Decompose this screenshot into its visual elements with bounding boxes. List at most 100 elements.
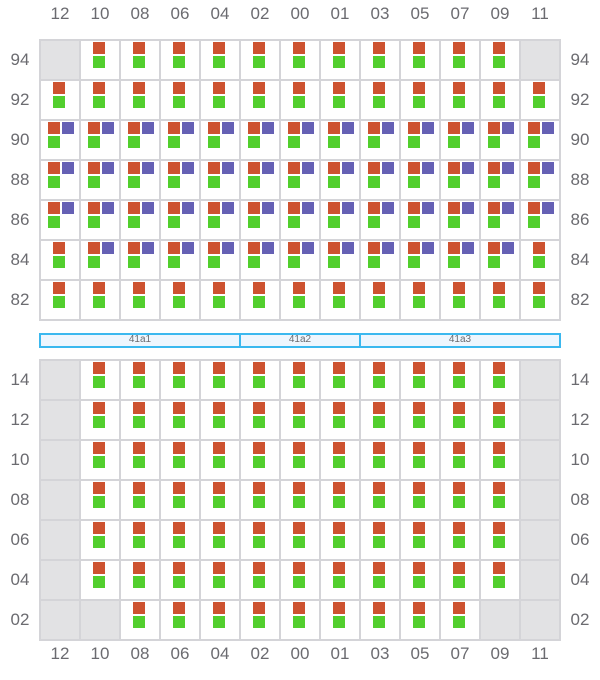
slot-cell[interactable] <box>441 441 479 479</box>
slot-cell[interactable] <box>361 161 399 199</box>
slot-cell[interactable] <box>121 281 159 319</box>
segment-41a2[interactable]: 41a2 <box>239 333 361 348</box>
slot-cell[interactable] <box>81 161 119 199</box>
slot-cell[interactable] <box>281 201 319 239</box>
slot-cell[interactable] <box>201 601 239 639</box>
slot-cell[interactable] <box>441 121 479 159</box>
slot-cell[interactable] <box>161 481 199 519</box>
slot-cell[interactable] <box>81 41 119 79</box>
slot-cell[interactable] <box>121 361 159 399</box>
slot-cell[interactable] <box>361 281 399 319</box>
slot-cell[interactable] <box>441 561 479 599</box>
slot-cell[interactable] <box>161 41 199 79</box>
slot-cell[interactable] <box>321 521 359 559</box>
slot-cell[interactable] <box>521 241 559 279</box>
slot-cell[interactable] <box>201 521 239 559</box>
slot-cell[interactable] <box>121 161 159 199</box>
slot-cell[interactable] <box>481 81 519 119</box>
slot-cell[interactable] <box>241 361 279 399</box>
slot-cell[interactable] <box>321 201 359 239</box>
slot-cell[interactable] <box>81 201 119 239</box>
slot-cell[interactable] <box>361 521 399 559</box>
slot-cell[interactable] <box>201 241 239 279</box>
slot-cell[interactable] <box>161 161 199 199</box>
slot-cell[interactable] <box>441 401 479 439</box>
slot-cell[interactable] <box>401 481 439 519</box>
segment-41a1[interactable]: 41a1 <box>39 333 241 348</box>
slot-cell[interactable] <box>321 601 359 639</box>
slot-cell[interactable] <box>481 441 519 479</box>
slot-cell[interactable] <box>241 161 279 199</box>
slot-cell[interactable] <box>161 201 199 239</box>
slot-cell[interactable] <box>521 161 559 199</box>
slot-cell[interactable] <box>121 441 159 479</box>
slot-cell[interactable] <box>361 121 399 159</box>
slot-cell[interactable] <box>41 161 79 199</box>
slot-cell[interactable] <box>81 281 119 319</box>
slot-cell[interactable] <box>241 241 279 279</box>
slot-cell[interactable] <box>281 81 319 119</box>
slot-cell[interactable] <box>81 361 119 399</box>
slot-cell[interactable] <box>401 601 439 639</box>
slot-cell[interactable] <box>281 441 319 479</box>
slot-cell[interactable] <box>361 561 399 599</box>
slot-cell[interactable] <box>241 561 279 599</box>
slot-cell[interactable] <box>361 241 399 279</box>
slot-cell[interactable] <box>201 481 239 519</box>
slot-cell[interactable] <box>441 41 479 79</box>
slot-cell[interactable] <box>241 521 279 559</box>
slot-cell[interactable] <box>161 281 199 319</box>
slot-cell[interactable] <box>361 481 399 519</box>
slot-cell[interactable] <box>241 41 279 79</box>
slot-cell[interactable] <box>441 521 479 559</box>
slot-cell[interactable] <box>201 361 239 399</box>
slot-cell[interactable] <box>161 81 199 119</box>
slot-cell[interactable] <box>481 281 519 319</box>
slot-cell[interactable] <box>321 281 359 319</box>
slot-cell[interactable] <box>481 241 519 279</box>
slot-cell[interactable] <box>81 521 119 559</box>
slot-cell[interactable] <box>81 561 119 599</box>
slot-cell[interactable] <box>41 81 79 119</box>
slot-cell[interactable] <box>481 561 519 599</box>
slot-cell[interactable] <box>481 481 519 519</box>
slot-cell[interactable] <box>161 361 199 399</box>
slot-cell[interactable] <box>201 81 239 119</box>
slot-cell[interactable] <box>401 561 439 599</box>
slot-cell[interactable] <box>241 81 279 119</box>
slot-cell[interactable] <box>161 121 199 159</box>
segment-41a3[interactable]: 41a3 <box>359 333 561 348</box>
slot-cell[interactable] <box>521 281 559 319</box>
slot-cell[interactable] <box>201 401 239 439</box>
slot-cell[interactable] <box>161 601 199 639</box>
slot-cell[interactable] <box>521 81 559 119</box>
slot-cell[interactable] <box>41 121 79 159</box>
slot-cell[interactable] <box>121 481 159 519</box>
slot-cell[interactable] <box>201 201 239 239</box>
slot-cell[interactable] <box>201 161 239 199</box>
slot-cell[interactable] <box>441 81 479 119</box>
slot-cell[interactable] <box>401 401 439 439</box>
slot-cell[interactable] <box>121 201 159 239</box>
slot-cell[interactable] <box>121 401 159 439</box>
slot-cell[interactable] <box>281 161 319 199</box>
slot-cell[interactable] <box>121 561 159 599</box>
slot-cell[interactable] <box>241 401 279 439</box>
slot-cell[interactable] <box>121 41 159 79</box>
slot-cell[interactable] <box>281 401 319 439</box>
slot-cell[interactable] <box>401 241 439 279</box>
slot-cell[interactable] <box>481 201 519 239</box>
slot-cell[interactable] <box>441 281 479 319</box>
slot-cell[interactable] <box>201 41 239 79</box>
slot-cell[interactable] <box>241 281 279 319</box>
slot-cell[interactable] <box>41 241 79 279</box>
slot-cell[interactable] <box>241 601 279 639</box>
slot-cell[interactable] <box>161 521 199 559</box>
slot-cell[interactable] <box>201 561 239 599</box>
slot-cell[interactable] <box>481 521 519 559</box>
slot-cell[interactable] <box>321 241 359 279</box>
slot-cell[interactable] <box>281 601 319 639</box>
slot-cell[interactable] <box>121 81 159 119</box>
slot-cell[interactable] <box>361 81 399 119</box>
slot-cell[interactable] <box>401 281 439 319</box>
